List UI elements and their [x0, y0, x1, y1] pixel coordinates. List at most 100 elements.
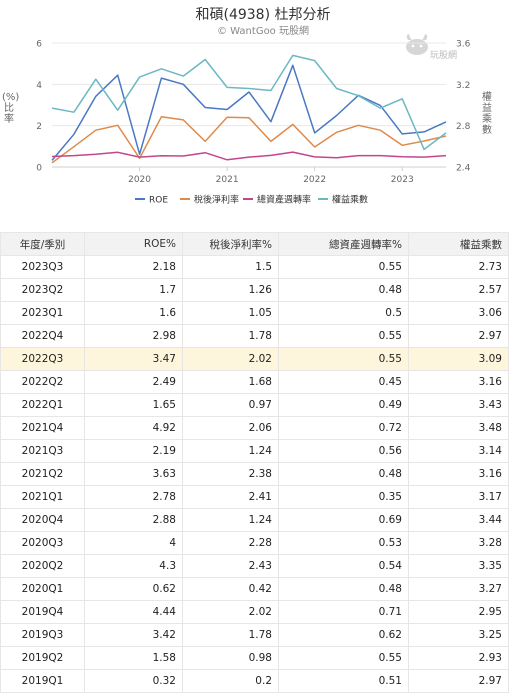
y-axis-right-label-text: 權益乘數: [482, 92, 492, 136]
x-tick-label: 2022: [303, 175, 326, 185]
table-row: 2020Q4 2.88 1.24 0.69 3.44: [0, 508, 509, 532]
header-equity-multiplier[interactable]: 權益乘數: [408, 232, 509, 256]
table-row: 2022Q2 2.49 1.68 0.45 3.16: [0, 370, 509, 394]
row-equity-multiplier: 2.97: [408, 324, 509, 348]
row-roe: 1.6: [84, 301, 183, 325]
net-margin-line: [51, 116, 447, 164]
row-roe: 4: [84, 531, 183, 555]
row-asset-turnover: 0.55: [278, 646, 409, 670]
table-row: 2021Q3 2.19 1.24 0.56 3.14: [0, 439, 509, 463]
row-equity-multiplier: 2.73: [408, 255, 509, 279]
header-roe[interactable]: ROE%: [84, 232, 183, 256]
row-equity-multiplier: 2.57: [408, 278, 509, 302]
y-axis-left-label-text: (%) 比率: [2, 92, 20, 125]
row-asset-turnover: 0.62: [278, 623, 409, 647]
table-row: 2023Q1 1.6 1.05 0.5 3.06: [0, 301, 509, 325]
row-roe: 4.3: [84, 554, 183, 578]
row-net-margin: 2.38: [182, 462, 279, 486]
row-equity-multiplier: 3.16: [408, 462, 509, 486]
row-period: 2021Q2: [0, 462, 85, 486]
dupont-table: 年度/季別 ROE% 稅後淨利率% 總資產週轉率% 權益乘數 2023Q3 2.1…: [0, 232, 509, 693]
row-asset-turnover: 0.72: [278, 416, 409, 440]
row-net-margin: 1.26: [182, 278, 279, 302]
row-net-margin: 1.68: [182, 370, 279, 394]
row-asset-turnover: 0.45: [278, 370, 409, 394]
row-net-margin: 1.24: [182, 508, 279, 532]
asset-turnover-line: [51, 151, 447, 161]
header-period[interactable]: 年度/季別: [0, 232, 85, 256]
row-equity-multiplier: 3.06: [408, 301, 509, 325]
legend-item-label: 權益乘數: [332, 194, 368, 206]
row-roe: 0.32: [84, 669, 183, 693]
row-net-margin: 2.02: [182, 347, 279, 371]
row-period: 2022Q2: [0, 370, 85, 394]
row-equity-multiplier: 3.48: [408, 416, 509, 440]
row-equity-multiplier: 3.28: [408, 531, 509, 555]
y-left-tick-label: 0: [36, 164, 42, 174]
row-asset-turnover: 0.56: [278, 439, 409, 463]
row-asset-turnover: 0.48: [278, 278, 409, 302]
row-equity-multiplier: 3.25: [408, 623, 509, 647]
y-right-tick-label: 3.2: [456, 81, 470, 91]
row-asset-turnover: 0.55: [278, 347, 409, 371]
row-period: 2020Q3: [0, 531, 85, 555]
table-row: 2021Q2 3.63 2.38 0.48 3.16: [0, 462, 509, 486]
row-equity-multiplier: 3.09: [408, 347, 509, 371]
row-period: 2023Q2: [0, 278, 85, 302]
table-row: 2021Q4 4.92 2.06 0.72 3.48: [0, 416, 509, 440]
table-row: 2023Q3 2.18 1.5 0.55 2.73: [0, 255, 509, 279]
row-equity-multiplier: 3.16: [408, 370, 509, 394]
row-net-margin: 2.28: [182, 531, 279, 555]
row-asset-turnover: 0.71: [278, 600, 409, 624]
x-tick-label: 2020: [128, 175, 151, 185]
table-row: 2020Q1 0.62 0.42 0.48 3.27: [0, 577, 509, 601]
row-asset-turnover: 0.54: [278, 554, 409, 578]
row-equity-multiplier: 3.27: [408, 577, 509, 601]
header-net-margin[interactable]: 稅後淨利率%: [182, 232, 279, 256]
legend-item-label: 總資產週轉率: [257, 194, 311, 206]
x-tick-label: 2023: [391, 175, 414, 185]
row-net-margin: 0.98: [182, 646, 279, 670]
row-net-margin: 1.05: [182, 301, 279, 325]
dupont-line-chart: 0 2 4 6 2.4 2.8 3.2 3.6 2020 2021 2022 2023 ROE 稅後淨利率…: [36, 40, 471, 206]
equity-multiplier-line: [51, 54, 447, 151]
row-net-margin: 1.5: [182, 255, 279, 279]
y-right-tick-label: 2.4: [456, 164, 471, 174]
y-left-tick-label: 6: [36, 40, 42, 50]
row-net-margin: 1.78: [182, 324, 279, 348]
x-tick-label: 2021: [216, 175, 239, 185]
row-equity-multiplier: 3.44: [408, 508, 509, 532]
legend-item-label: ROE: [149, 196, 168, 206]
row-net-margin: 0.2: [182, 669, 279, 693]
row-roe: 4.92: [84, 416, 183, 440]
row-net-margin: 1.24: [182, 439, 279, 463]
y-axis-right-label: 權益乘數: [480, 92, 494, 136]
row-equity-multiplier: 2.93: [408, 646, 509, 670]
chart-area: 和碩(4938) 杜邦分析 © WantGoo 玩股網 玩股網 (%) 比率 權…: [0, 0, 526, 222]
row-period: 2020Q2: [0, 554, 85, 578]
row-equity-multiplier: 3.43: [408, 393, 509, 417]
row-asset-turnover: 0.53: [278, 531, 409, 555]
table-row: 2019Q4 4.44 2.02 0.71 2.95: [0, 600, 509, 624]
header-asset-turnover[interactable]: 總資產週轉率%: [278, 232, 409, 256]
table-row: 2023Q2 1.7 1.26 0.48 2.57: [0, 278, 509, 302]
table-row: 2019Q1 0.32 0.2 0.51 2.97: [0, 669, 509, 693]
row-period: 2020Q4: [0, 508, 85, 532]
row-roe: 0.62: [84, 577, 183, 601]
row-roe: 2.78: [84, 485, 183, 509]
row-asset-turnover: 0.55: [278, 255, 409, 279]
watermark-text: 玩股網: [430, 51, 458, 61]
table-header-row: 年度/季別 ROE% 稅後淨利率% 總資產週轉率% 權益乘數: [0, 232, 509, 256]
row-net-margin: 2.06: [182, 416, 279, 440]
row-period: 2019Q4: [0, 600, 85, 624]
chart-title: 和碩(4938) 杜邦分析: [195, 7, 331, 23]
row-asset-turnover: 0.55: [278, 324, 409, 348]
row-period: 2019Q1: [0, 669, 85, 693]
row-net-margin: 0.97: [182, 393, 279, 417]
row-roe: 1.65: [84, 393, 183, 417]
table-row: 2020Q2 4.3 2.43 0.54 3.35: [0, 554, 509, 578]
row-net-margin: 2.41: [182, 485, 279, 509]
y-axis-left-label: (%) 比率: [2, 92, 20, 125]
table-row: 2022Q1 1.65 0.97 0.49 3.43: [0, 393, 509, 417]
table-body: 2023Q3 2.18 1.5 0.55 2.73 2023Q2 1.7 1.26 0.48 2.…: [0, 255, 509, 693]
